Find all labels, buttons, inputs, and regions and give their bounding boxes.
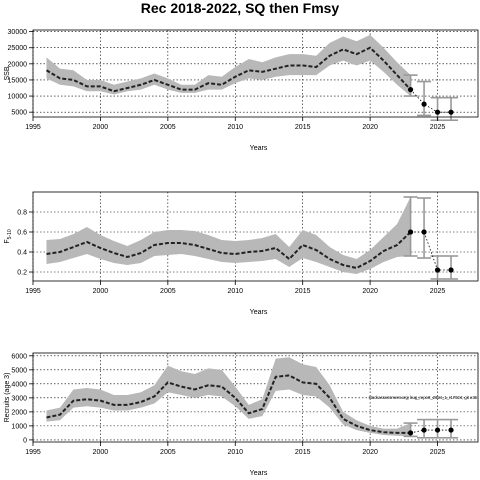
y-axis-label: Recruits (age 3): [4, 373, 11, 423]
projection-point: [448, 267, 454, 273]
y-tick-label: 0.4: [17, 250, 27, 257]
y-tick-label: 2000: [11, 409, 27, 416]
x-tick-label: 2015: [295, 288, 311, 295]
y-tick-label: 15000: [8, 77, 28, 84]
x-tick-label: 2020: [362, 124, 378, 131]
x-tick-label: 2025: [430, 449, 446, 456]
y-tick-label: 1000: [11, 423, 27, 430]
x-tick-label: 2000: [93, 288, 109, 295]
y-tick-label: 0.6: [17, 230, 27, 237]
y-axis-label: F5-10: [4, 229, 13, 244]
x-tick-label: 2010: [227, 288, 243, 295]
x-tick-label: 2000: [93, 449, 109, 456]
y-tick-label: 3000: [11, 395, 27, 402]
x-tick-label: 2025: [430, 288, 446, 295]
y-tick-label: 0: [23, 437, 27, 444]
projection-line: [410, 429, 452, 434]
stamp-annotation: stockassessment.org; bug_report_2024_1_r…: [369, 395, 478, 400]
confidence-band: [46, 197, 411, 274]
projection-point: [407, 229, 414, 235]
projection-point: [434, 109, 441, 115]
projection-point: [421, 427, 427, 433]
x-axis-label: Years: [250, 145, 268, 152]
plot-frame: [32, 191, 479, 282]
projection-line: [410, 231, 452, 271]
x-tick-label: 2020: [362, 449, 378, 456]
recruitment-panel: 1995 2000 2005 2010 2015 2020 2025 0 1000 2000 300…: [4, 352, 479, 477]
x-tick-label: 1995: [25, 124, 41, 131]
fishing-mortality-panel: 1995 2000 2005 2010 2015 2020 2025 0.2 0.4 0.6 0.8…: [4, 191, 479, 316]
x-tick-label: 1995: [25, 288, 41, 295]
projection-point: [421, 101, 427, 107]
x-tick-label: 2000: [93, 124, 109, 131]
y-tick-label: 10000: [8, 94, 28, 101]
x-tick-label: 2025: [430, 124, 446, 131]
y-tick-label: 6000: [11, 353, 27, 360]
projection-point: [421, 229, 427, 235]
ssb-panel: 1995 2000 2005 2010 2015 2020 2025 5000 10000 150…: [4, 29, 479, 152]
y-axis-label-main: F: [4, 239, 11, 243]
median-line: [46, 231, 412, 270]
projection-point: [407, 430, 414, 436]
x-tick-label: 2010: [227, 124, 243, 131]
confidence-band: [46, 34, 411, 97]
x-tick-label: 2015: [295, 124, 311, 131]
y-tick-label: 0.8: [17, 210, 27, 217]
confidence-band: [46, 357, 411, 437]
y-axis-label: SSB: [4, 66, 11, 80]
projection-point: [434, 267, 441, 273]
projection-point: [448, 109, 454, 115]
y-tick-label: 25000: [8, 45, 28, 52]
x-tick-label: 2005: [160, 288, 176, 295]
median-line: [45, 46, 412, 93]
y-tick-label: 4000: [11, 381, 27, 388]
y-tick-label: 0.2: [17, 270, 27, 277]
figure-title: Rec 2018-2022, SQ then Fmsy: [141, 0, 340, 16]
y-tick-label: 5000: [11, 367, 27, 374]
x-tick-label: 2005: [160, 449, 176, 456]
projection-point: [448, 427, 454, 433]
y-tick-label: 20000: [8, 61, 28, 68]
y-axis-label-main: Recruits (age 3): [4, 373, 11, 423]
projection-line: [410, 89, 452, 113]
x-axis-label: Years: [250, 470, 268, 477]
x-tick-label: 1995: [25, 449, 41, 456]
y-tick-label: 30000: [8, 29, 28, 36]
plot-frame: [32, 29, 479, 118]
projection-point: [407, 87, 414, 93]
x-tick-label: 2005: [160, 124, 176, 131]
y-axis-label-main: SSB: [4, 66, 11, 80]
median-line: [46, 374, 411, 434]
y-axis-label-subscript: 5-10: [7, 229, 13, 239]
projection-point: [434, 427, 441, 433]
y-tick-label: 5000: [11, 110, 27, 117]
x-tick-label: 2020: [362, 288, 378, 295]
x-tick-label: 2010: [227, 449, 243, 456]
x-tick-label: 2015: [295, 449, 311, 456]
x-axis-label: Years: [250, 309, 268, 316]
